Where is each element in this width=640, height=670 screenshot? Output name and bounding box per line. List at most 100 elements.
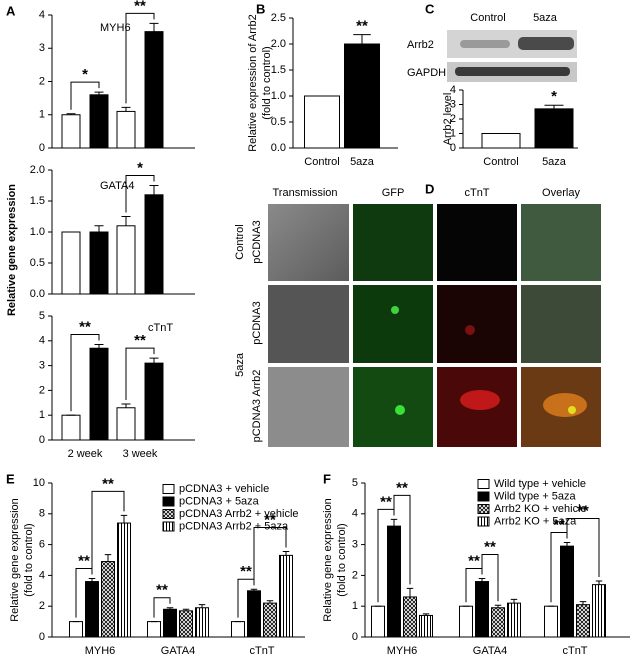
bar bbox=[491, 607, 505, 638]
y-tick-label: 1 bbox=[352, 600, 358, 612]
error-bar bbox=[353, 34, 371, 44]
legend-swatch bbox=[477, 479, 490, 489]
y-tick-label: 4 bbox=[39, 9, 45, 21]
legend-swatch bbox=[162, 496, 175, 507]
y-axis-label: (fold to control) bbox=[261, 46, 273, 119]
significance-bracket bbox=[153, 597, 171, 618]
significance-bracket bbox=[70, 81, 100, 110]
bar bbox=[279, 554, 293, 638]
error-bar bbox=[149, 185, 159, 195]
significance: * bbox=[137, 159, 143, 176]
error-bar bbox=[121, 106, 131, 112]
error-bar bbox=[595, 580, 603, 585]
y-tick-label: 6 bbox=[39, 539, 45, 551]
y-axis-label: Relative gene expression bbox=[322, 498, 334, 622]
significance: ** bbox=[79, 318, 91, 335]
cell bbox=[391, 306, 399, 314]
y-tick-label: 2.5 bbox=[271, 12, 286, 24]
error-bar bbox=[149, 357, 159, 364]
significance: ** bbox=[380, 493, 392, 510]
error-bar bbox=[422, 613, 430, 616]
x-tick-label: Control bbox=[304, 156, 339, 168]
y-tick-label: 4 bbox=[450, 84, 456, 96]
significance-bracket bbox=[70, 334, 100, 412]
x-tick-label: cTnT bbox=[249, 645, 274, 657]
bar bbox=[560, 545, 574, 638]
significance: ** bbox=[134, 0, 146, 14]
x-tick-label: cTnT bbox=[562, 645, 587, 657]
significance: ** bbox=[468, 552, 480, 569]
y-axis-label: (fold to control) bbox=[23, 523, 35, 596]
error-bar bbox=[120, 514, 128, 524]
y-tick-label: 1.5 bbox=[271, 64, 286, 76]
micrograph bbox=[268, 285, 349, 363]
y-tick-label: 2 bbox=[39, 384, 45, 396]
bar bbox=[179, 610, 193, 638]
bar bbox=[195, 607, 209, 638]
bar bbox=[116, 407, 136, 441]
x-tick-label: 5aza bbox=[542, 156, 567, 168]
bar bbox=[117, 522, 131, 638]
legend-label: Wild type + vehicle bbox=[494, 478, 586, 490]
y-tick-label: 2.0 bbox=[30, 164, 45, 176]
blot-band bbox=[518, 37, 574, 50]
significance-bracket bbox=[393, 494, 411, 585]
bar bbox=[475, 581, 489, 638]
legend-swatch bbox=[162, 521, 175, 532]
error-bar bbox=[94, 225, 104, 232]
significance: * bbox=[82, 66, 88, 83]
x-tick-label: GATA4 bbox=[161, 645, 195, 657]
y-axis-label: (fold to control) bbox=[336, 523, 348, 596]
legend-label: Arrb2 KO + 5aza bbox=[494, 515, 577, 527]
legend-label: Wild type + 5aza bbox=[494, 490, 577, 502]
y-tick-label: 0.0 bbox=[30, 288, 45, 300]
y-tick-label: 3 bbox=[352, 539, 358, 551]
y-tick-label: 2.0 bbox=[271, 38, 286, 50]
y-tick-label: 2 bbox=[39, 600, 45, 612]
bar bbox=[481, 133, 521, 149]
legend-swatch bbox=[162, 484, 175, 494]
y-axis-label: Arrb2 level bbox=[442, 93, 454, 146]
y-tick-label: 1 bbox=[39, 409, 45, 421]
significance-bracket bbox=[253, 527, 287, 586]
y-tick-label: 3 bbox=[450, 98, 456, 110]
y-tick-label: 1.0 bbox=[271, 90, 286, 102]
error-bar bbox=[94, 344, 104, 349]
y-tick-label: 4 bbox=[39, 569, 45, 581]
bar bbox=[403, 596, 417, 638]
bar bbox=[459, 605, 473, 638]
bar bbox=[344, 43, 380, 149]
significance-bracket bbox=[125, 12, 155, 104]
y-tick-label: 8 bbox=[39, 508, 45, 520]
legend-swatch bbox=[477, 491, 490, 502]
bar bbox=[116, 110, 136, 149]
y-tick-label: 1.0 bbox=[30, 226, 45, 238]
legend-swatch bbox=[162, 509, 175, 519]
bar bbox=[507, 602, 521, 638]
row-label: pCDNA3 Arrb2 bbox=[251, 370, 263, 443]
y-tick-label: 4 bbox=[39, 335, 45, 347]
bar bbox=[576, 604, 590, 638]
significance-bracket bbox=[481, 553, 499, 602]
y-tick-label: 2 bbox=[450, 113, 456, 125]
bar bbox=[89, 94, 109, 149]
y-tick-label: 5 bbox=[39, 310, 45, 322]
bar bbox=[61, 231, 81, 295]
x-tick-label: MYH6 bbox=[85, 645, 116, 657]
bar bbox=[231, 621, 245, 638]
bar bbox=[144, 31, 164, 149]
bar bbox=[61, 414, 81, 441]
y-tick-label: 2 bbox=[39, 75, 45, 87]
y-tick-label: 0 bbox=[450, 142, 456, 154]
y-tick-label: 0.0 bbox=[271, 142, 286, 154]
y-tick-label: 0.5 bbox=[30, 257, 45, 269]
blot-row: GAPDH bbox=[407, 67, 446, 79]
bar bbox=[101, 561, 115, 638]
legend-label: pCDNA3 Arrb2 + 5aza bbox=[179, 520, 289, 532]
significance: ** bbox=[484, 538, 496, 555]
error-bar bbox=[250, 588, 258, 591]
micrograph-row bbox=[268, 204, 601, 281]
panel-letter: F bbox=[323, 471, 331, 486]
panel-letter: A bbox=[6, 3, 16, 18]
